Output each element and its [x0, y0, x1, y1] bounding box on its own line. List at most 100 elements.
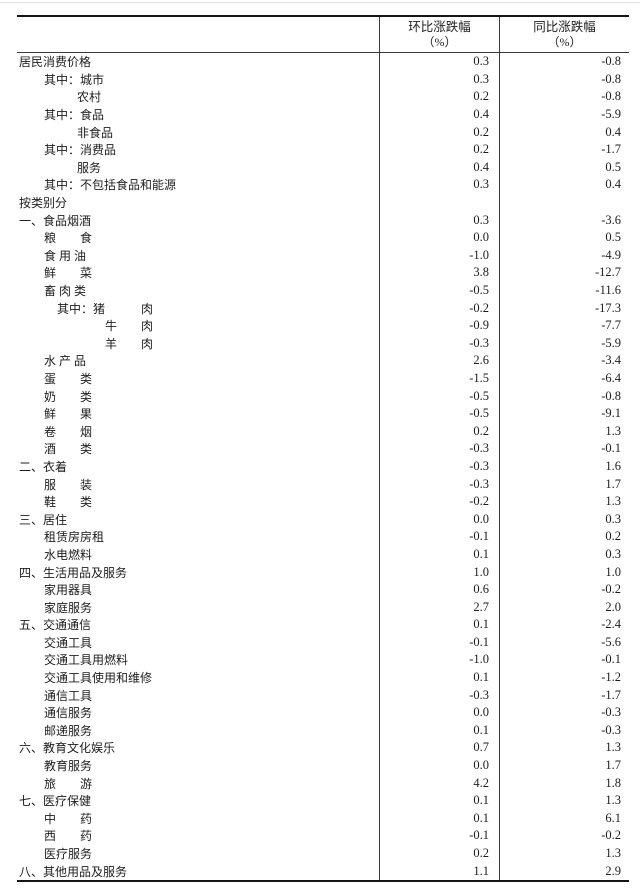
mom-value: 0.1 [379, 545, 499, 564]
yoy-value: 0.2 [499, 528, 629, 546]
row-label: 租赁房房租 [44, 530, 105, 545]
mom-value: 2.6 [379, 352, 499, 370]
row-label: 其中：食品 [44, 108, 105, 123]
yoy-value: -0.8 [499, 70, 629, 89]
yoy-value: -3.4 [499, 352, 629, 370]
table-row: 食 用 油 -1.0 -4.9 [17, 246, 629, 265]
mom-value: -0.5 [379, 387, 499, 405]
mom-value: -0.1 [379, 528, 499, 546]
yoy-value: -4.9 [499, 246, 629, 265]
table-row: 农村 0.2 -0.8 [17, 88, 629, 106]
yoy-value: 1.7 [499, 475, 629, 493]
col-header-yoy-unit: （%） [547, 34, 582, 49]
row-label: 二、衣着 [19, 459, 68, 474]
table-row: 四、生活用品及服务 1.0 1.0 [17, 563, 629, 581]
table-row: 一、食品烟酒 0.3 -3.6 [17, 211, 629, 229]
row-label: 农村 [77, 90, 102, 105]
mom-value: -0.1 [379, 827, 499, 845]
yoy-value: -5.9 [499, 334, 629, 353]
mom-value: 3.8 [379, 264, 499, 282]
yoy-value: 1.3 [499, 791, 629, 810]
table-row: 七、医疗保健 0.1 1.3 [17, 791, 629, 810]
yoy-value: 0.3 [499, 545, 629, 564]
page-top-rule [0, 2, 640, 3]
table-header-row: 环比涨跌幅 （%） 同比涨跌幅 （%） [17, 17, 629, 53]
table-row: 五、交通通信 0.1 -2.4 [17, 616, 629, 634]
mom-value: 0.3 [379, 176, 499, 194]
row-label: 酒 类 [44, 442, 93, 457]
cpi-table: 环比涨跌幅 （%） 同比涨跌幅 （%） 居民消费价格 0.3 -0.8 其中：城市 0.… [17, 15, 629, 882]
row-label: 一、食品烟酒 [19, 213, 92, 228]
yoy-value: -0.8 [499, 387, 629, 405]
yoy-value: 1.7 [499, 756, 629, 775]
mom-value: 0.6 [379, 580, 499, 599]
table-row: 通信服务 0.0 -0.3 [17, 703, 629, 722]
mom-value: 0.2 [379, 88, 499, 106]
row-label: 三、居住 [19, 512, 68, 527]
table-row: 交通工具 -0.1 -5.6 [17, 633, 629, 652]
mom-value: 0.3 [379, 70, 499, 89]
mom-value: 0.0 [379, 703, 499, 722]
yoy-value: -0.2 [499, 580, 629, 599]
row-label: 教育服务 [44, 759, 93, 774]
row-label: 鞋 类 [44, 495, 93, 510]
mom-value: 0.0 [379, 756, 499, 775]
mom-value: 4.2 [379, 774, 499, 792]
row-label: 蛋 类 [44, 371, 93, 386]
table-row: 邮递服务 0.1 -0.3 [17, 721, 629, 740]
mom-value: 2.7 [379, 598, 499, 616]
table-row: 水电燃料 0.1 0.3 [17, 545, 629, 564]
mom-value: 1.0 [379, 563, 499, 581]
mom-value: 1.1 [379, 862, 499, 880]
table-row: 卷 烟 0.2 1.3 [17, 422, 629, 441]
table-body: 居民消费价格 0.3 -0.8 其中：城市 0.3 -0.8 农村 0.2 -0.8 其中：食品 0… [17, 53, 629, 880]
col-header-yoy: 同比涨跌幅 （%） [499, 17, 629, 52]
yoy-value: -5.6 [499, 633, 629, 652]
yoy-value: -12.7 [499, 264, 629, 282]
yoy-value: 0.5 [499, 158, 629, 177]
row-label: 非食品 [77, 125, 114, 140]
mom-value: 0.4 [379, 158, 499, 177]
yoy-value: 1.3 [499, 844, 629, 863]
yoy-value: 2.0 [499, 598, 629, 616]
yoy-value: -5.9 [499, 105, 629, 124]
mom-value: -0.3 [379, 440, 499, 458]
table-row: 服务 0.4 0.5 [17, 158, 629, 177]
table-row: 鞋 类 -0.2 1.3 [17, 492, 629, 511]
yoy-value: -0.2 [499, 827, 629, 845]
row-label: 水 产 品 [44, 354, 87, 369]
mom-value: -1.0 [379, 246, 499, 265]
yoy-value: 1.3 [499, 422, 629, 441]
mom-value: -0.2 [379, 492, 499, 511]
row-label: 其中：城市 [44, 72, 105, 87]
mom-value: -1.0 [379, 651, 499, 669]
mom-value: -0.5 [379, 404, 499, 423]
table-row: 租赁房房租 -0.1 0.2 [17, 528, 629, 546]
table-row: 二、衣着 -0.3 1.6 [17, 457, 629, 476]
yoy-value: 1.0 [499, 563, 629, 581]
table-row: 居民消费价格 0.3 -0.8 [17, 53, 629, 71]
table-row: 非食品 0.2 0.4 [17, 123, 629, 141]
yoy-value: 0.4 [499, 176, 629, 194]
mom-value: 0.2 [379, 140, 499, 159]
table-row: 鲜 菜 3.8 -12.7 [17, 264, 629, 282]
row-label: 中 药 [44, 811, 93, 826]
row-label: 鲜 菜 [44, 266, 93, 281]
mom-value: -0.3 [379, 457, 499, 476]
yoy-value: -0.3 [499, 703, 629, 722]
row-label: 其中：消费品 [44, 143, 117, 158]
table-row: 西 药 -0.1 -0.2 [17, 827, 629, 845]
yoy-value: -11.6 [499, 281, 629, 300]
col-header-mom-unit: （%） [422, 34, 457, 49]
yoy-value: -0.8 [499, 88, 629, 106]
table-row: 酒 类 -0.3 -0.1 [17, 440, 629, 458]
yoy-value: 1.3 [499, 739, 629, 757]
mom-value: 0.4 [379, 105, 499, 124]
table-row: 医疗服务 0.2 1.3 [17, 844, 629, 863]
yoy-value: 0.3 [499, 510, 629, 529]
row-label: 七、医疗保健 [19, 794, 92, 809]
row-label: 粮 食 [44, 231, 93, 246]
table-row: 旅 游 4.2 1.8 [17, 774, 629, 792]
table-row: 八、其他用品及服务 1.1 2.9 [17, 862, 629, 880]
table-row: 按类别分 [17, 193, 629, 212]
